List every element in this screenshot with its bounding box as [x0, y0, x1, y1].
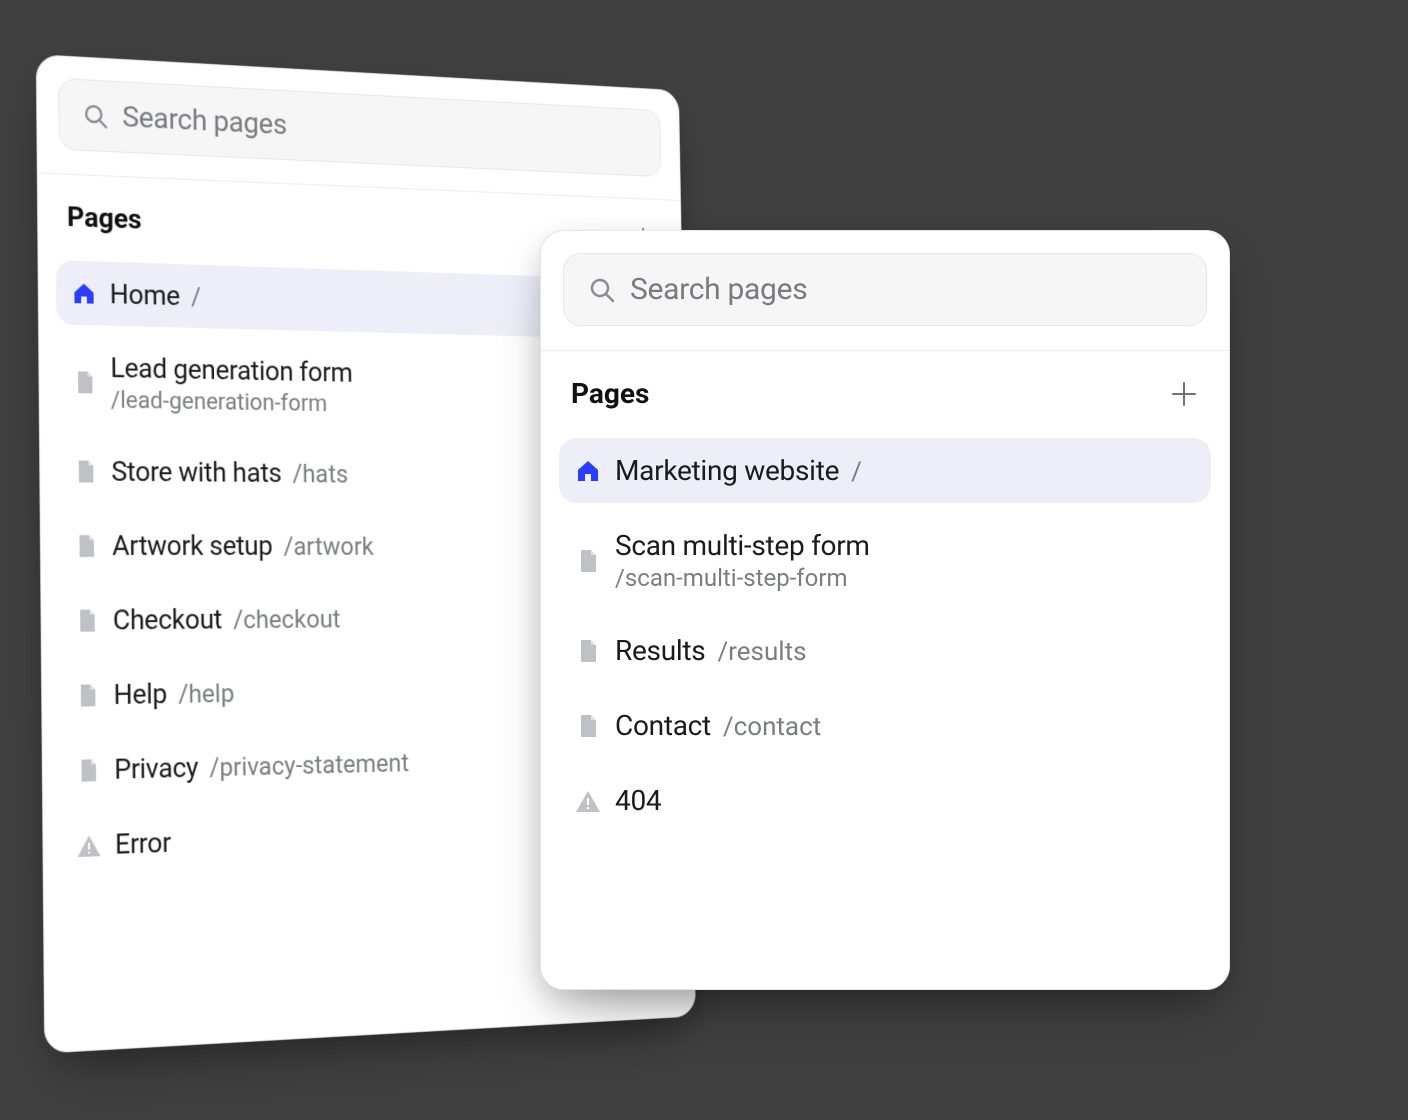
page-item[interactable]: 404 [559, 768, 1211, 833]
page-item-text: Checkout/checkout [113, 602, 341, 636]
page-item-path: / [851, 457, 862, 487]
page-item-title: Lead generation form [110, 351, 352, 388]
warning-icon [76, 832, 101, 859]
search-placeholder: Search pages [630, 272, 807, 307]
page-item[interactable]: Marketing website / [559, 438, 1211, 503]
page-item-title: Help [113, 677, 167, 711]
page-item-text: Artwork setup/artwork [112, 529, 374, 562]
document-icon [575, 548, 601, 574]
add-page-button[interactable] [1169, 379, 1199, 409]
page-item-text: Error [115, 826, 171, 861]
page-item-title: 404 [615, 784, 661, 817]
page-item-path: /scan-multi-step-form [615, 564, 848, 592]
page-item-path: /artwork [283, 533, 373, 562]
pages-panel-front: Search pages Pages Marketing website / Sca… [540, 230, 1230, 990]
page-item-text: Store with hats/hats [111, 455, 348, 489]
page-item-title: Error [115, 826, 171, 861]
pages-title: Pages [571, 377, 649, 410]
page-item-text: Marketing website / [615, 454, 862, 487]
document-icon [575, 713, 601, 739]
page-item-text: Help/help [113, 676, 234, 711]
pages-header: Pages [541, 351, 1229, 418]
search-input[interactable]: Search pages [58, 78, 661, 177]
page-item-text: 404 [615, 784, 661, 817]
search-icon [82, 101, 109, 130]
page-item-path: / [191, 283, 201, 313]
document-icon [73, 458, 98, 484]
page-item-path: /privacy-statement [209, 749, 409, 783]
home-icon [575, 458, 601, 484]
page-item-title: Store with hats [111, 455, 281, 489]
document-icon [75, 682, 100, 708]
document-icon [72, 369, 97, 395]
page-item-title: Scan multi-step form [615, 529, 870, 562]
page-item-path: /contact [723, 712, 821, 742]
page-item[interactable]: Results/results [559, 618, 1211, 683]
document-icon [74, 533, 99, 559]
page-item-text: Scan multi-step form/scan-multi-step-for… [615, 529, 870, 592]
page-item-text: Home / [110, 278, 202, 313]
search-container: Search pages [541, 231, 1229, 351]
page-item-path: /lead-generation-form [111, 386, 328, 417]
page-item-path: /results [717, 637, 806, 667]
home-icon [71, 280, 96, 306]
document-icon [76, 757, 101, 784]
page-item-title: Artwork setup [112, 529, 273, 562]
page-item-text: Results/results [615, 634, 807, 667]
page-item-text: Privacy/privacy-statement [114, 746, 409, 786]
page-item-title: Home [110, 278, 180, 312]
pages-list: Marketing website / Scan multi-step form/s… [541, 418, 1229, 853]
search-input[interactable]: Search pages [563, 253, 1207, 326]
page-item-text: Contact/contact [615, 709, 821, 742]
page-item[interactable]: Contact/contact [559, 693, 1211, 758]
page-item-title: Marketing website [615, 454, 839, 487]
document-icon [575, 638, 601, 664]
page-item-title: Contact [615, 709, 711, 742]
page-item-path: /hats [292, 460, 348, 489]
warning-icon [575, 788, 601, 814]
search-icon [588, 276, 616, 304]
document-icon [74, 607, 99, 633]
page-item-text: Lead generation form/lead-generation-for… [110, 351, 353, 417]
page-item-title: Privacy [114, 751, 198, 786]
page-item-title: Results [615, 634, 705, 667]
page-item-title: Checkout [113, 603, 222, 636]
pages-title: Pages [67, 200, 142, 235]
page-item-path: /checkout [233, 605, 341, 635]
search-placeholder: Search pages [122, 100, 287, 142]
page-item-path: /help [178, 679, 234, 709]
page-item[interactable]: Scan multi-step form/scan-multi-step-for… [559, 513, 1211, 608]
